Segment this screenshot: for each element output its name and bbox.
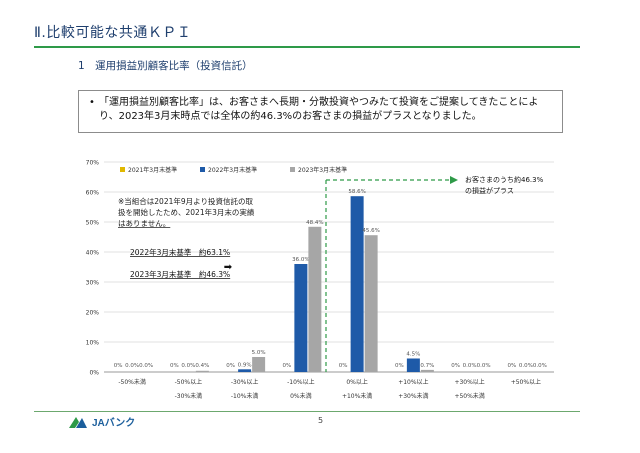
comparison-2023: 2023年3月末基準 約46.3% [130, 269, 230, 279]
data-label: 0.0% [139, 363, 153, 369]
data-label: 0% [395, 363, 404, 369]
x-tick-label: -30%未満 [175, 392, 203, 400]
logo: JAバンク [68, 414, 135, 429]
data-label: 5.0% [252, 350, 266, 356]
page-title: Ⅱ.比較可能な共通ＫＰＩ [34, 25, 192, 41]
data-label: 36.0% [292, 257, 309, 263]
bar [420, 369, 434, 372]
data-label: 0% [226, 363, 235, 369]
data-label: 4.5% [406, 352, 420, 358]
legend-label: 2023年3月末基準 [298, 166, 347, 174]
x-tick-label: -30%以上 [231, 378, 259, 386]
data-label: 48.4% [306, 220, 323, 226]
legend-swatch [120, 167, 125, 172]
data-label: 0.0% [181, 363, 195, 369]
x-tick-label: 0%未満 [290, 392, 312, 400]
x-tick-label: +10%未満 [342, 392, 372, 400]
data-label: 0% [451, 363, 460, 369]
data-label: 0% [508, 363, 517, 369]
data-label: 0% [283, 363, 292, 369]
x-tick-label: -50%以上 [175, 378, 203, 386]
x-tick-label: +50%以上 [511, 378, 541, 386]
note-text: 扱を開始したため、2021年3月末の実績 [118, 207, 255, 217]
y-tick-label: 20% [86, 310, 100, 317]
bar [364, 235, 378, 372]
ja-leaf-icon [69, 416, 87, 428]
callout-line-2: の損益がプラス [465, 186, 514, 195]
note-text: ※当組合は2021年9月より投資信託の取 [118, 196, 253, 206]
data-label: 0.0% [519, 363, 533, 369]
x-tick-label: 0%以上 [346, 378, 368, 386]
data-label: 0% [114, 363, 123, 369]
x-tick-label: +30%以上 [454, 378, 484, 386]
x-tick-label: +30%未満 [398, 392, 428, 400]
x-tick-label: +50%未満 [454, 392, 484, 400]
y-tick-label: 40% [86, 250, 100, 257]
summary-bullet: • [89, 97, 95, 108]
bar [294, 264, 308, 372]
data-label: 45.6% [362, 228, 379, 234]
data-label: 0.0% [463, 363, 477, 369]
page-number: 5 [318, 416, 324, 425]
bar [252, 357, 266, 372]
y-tick-label: 0% [89, 370, 99, 377]
x-tick-label: +10%以上 [398, 378, 428, 386]
x-tick-label: -10%未満 [231, 392, 259, 400]
data-label: 58.6% [348, 189, 365, 195]
note-text: はありません。 [118, 219, 170, 228]
footer-rule [34, 411, 580, 412]
data-label: 0.0% [533, 363, 547, 369]
summary-box: • 「運用損益別顧客比率」は、お客さまへ長期・分散投資やつみたて投資をご提案して… [78, 90, 563, 133]
down-arrow-icon: ➡ [224, 262, 233, 273]
data-label: 0.9% [238, 362, 252, 368]
y-tick-label: 30% [86, 280, 100, 287]
bar [308, 226, 322, 372]
bar [406, 358, 420, 372]
y-tick-label: 60% [86, 190, 100, 197]
data-label: 0% [339, 363, 348, 369]
customer-ratio-chart: 0%10%20%30%40%50%60%70%0% 0% 0% 0% 0% 0% 0% 0%0… [86, 160, 554, 400]
x-tick-label: -10%以上 [287, 378, 315, 386]
x-tick-label: -50%未満 [118, 378, 146, 386]
y-tick-label: 50% [86, 220, 100, 227]
legend-label: 2021年3月末基準 [128, 166, 177, 174]
data-label: 0% [170, 363, 179, 369]
comparison-2022: 2022年3月末基準 約63.1% [130, 247, 230, 257]
bar [238, 369, 252, 372]
y-tick-label: 70% [86, 160, 100, 167]
data-label: 0.0% [125, 363, 139, 369]
callout-line-1: お客さまのうち約46.3% [465, 175, 544, 184]
y-tick-label: 10% [86, 340, 100, 347]
bar [350, 196, 364, 372]
arrow-right-icon [450, 176, 458, 184]
legend-label: 2022年3月末基準 [208, 166, 257, 174]
data-label: 0.0% [477, 363, 491, 369]
section-heading: 1 運用損益別顧客比率（投資信託） [78, 60, 253, 72]
summary-text: 「運用損益別顧客比率」は、お客さまへ長期・分散投資やつみたて投資をご提案してきた… [99, 97, 539, 122]
title-rule [34, 46, 580, 48]
bar [195, 370, 209, 372]
data-label: 0.4% [195, 363, 209, 369]
data-label: 0.7% [420, 363, 434, 369]
logo-text: JAバンク [92, 418, 136, 429]
legend-swatch [200, 167, 205, 172]
legend-swatch [290, 167, 295, 172]
